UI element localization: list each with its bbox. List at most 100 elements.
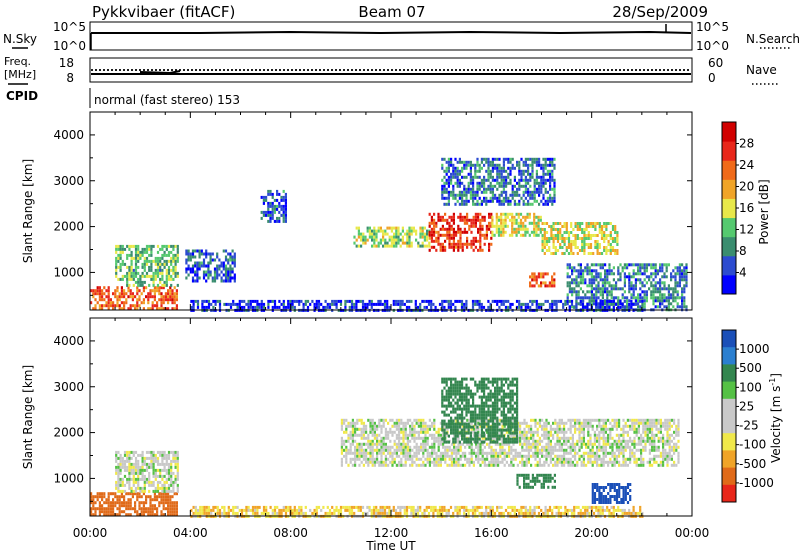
velocity-cell bbox=[138, 495, 141, 499]
power-cell bbox=[192, 299, 195, 303]
power-cell bbox=[105, 304, 108, 308]
velocity-cell bbox=[435, 436, 438, 440]
power-cell bbox=[121, 244, 124, 248]
velocity-cell bbox=[116, 507, 119, 511]
power-cell bbox=[478, 187, 481, 191]
velocity-cell bbox=[358, 433, 361, 437]
power-cell bbox=[262, 201, 265, 205]
velocity-cell bbox=[448, 454, 451, 458]
velocity-cell bbox=[343, 454, 346, 458]
velocity-cell bbox=[118, 504, 121, 508]
power-cell bbox=[628, 284, 631, 288]
power-cell bbox=[465, 202, 468, 206]
power-cell bbox=[590, 269, 593, 273]
power-cell bbox=[130, 265, 133, 269]
power-cell bbox=[105, 295, 108, 299]
power-cell bbox=[561, 225, 564, 228]
power-cell bbox=[468, 227, 471, 231]
power-cell bbox=[488, 248, 491, 252]
velocity-cell bbox=[369, 430, 372, 434]
velocity-cell bbox=[156, 498, 159, 502]
power-cell bbox=[511, 221, 514, 225]
velocity-cell bbox=[415, 442, 418, 446]
velocity-cell bbox=[343, 442, 346, 446]
power-cell bbox=[663, 275, 666, 279]
power-cell bbox=[313, 305, 316, 309]
velocity-cell bbox=[172, 486, 175, 490]
power-cell bbox=[608, 269, 611, 273]
velocity-cell bbox=[354, 448, 357, 452]
power-cell bbox=[601, 305, 604, 309]
power-cell bbox=[434, 305, 437, 309]
velocity-cell bbox=[402, 463, 405, 467]
power-cell bbox=[129, 304, 132, 308]
power-cell bbox=[399, 232, 402, 236]
power-cell bbox=[498, 305, 501, 309]
velocity-cell bbox=[143, 489, 146, 493]
velocity-cell bbox=[109, 510, 112, 514]
velocity-cell bbox=[373, 457, 376, 461]
power-cell bbox=[554, 246, 557, 249]
velocity-cell bbox=[103, 492, 106, 496]
velocity-cell bbox=[131, 492, 134, 496]
velocity-cell bbox=[556, 439, 559, 443]
power-cell bbox=[167, 289, 170, 293]
power-cell bbox=[681, 296, 684, 300]
power-cell bbox=[619, 287, 622, 291]
power-cell bbox=[522, 199, 525, 203]
velocity-cell bbox=[356, 418, 359, 422]
velocity-cell bbox=[415, 448, 418, 452]
power-cell bbox=[433, 227, 436, 231]
power-cell bbox=[174, 262, 177, 266]
power-cell bbox=[200, 249, 203, 253]
velocity-cell bbox=[167, 492, 170, 496]
velocity-cell bbox=[543, 427, 546, 431]
velocity-cell bbox=[534, 421, 537, 425]
velocity-cell bbox=[117, 471, 120, 475]
power-cell bbox=[496, 157, 499, 161]
power-cell bbox=[458, 190, 461, 194]
velocity-cell bbox=[543, 448, 546, 452]
power-cell bbox=[587, 246, 590, 249]
velocity-cell bbox=[459, 457, 462, 461]
velocity-cell bbox=[598, 430, 601, 434]
power-cell bbox=[661, 287, 664, 291]
power-cell bbox=[460, 305, 464, 309]
power-cell bbox=[260, 299, 263, 303]
velocity-cell bbox=[132, 471, 135, 475]
velocity-cell bbox=[169, 513, 172, 517]
power-cell bbox=[511, 190, 514, 194]
velocity-cell bbox=[96, 498, 99, 502]
power-cell bbox=[472, 236, 475, 240]
velocity-cell bbox=[433, 433, 436, 437]
velocity-cell bbox=[406, 454, 409, 458]
power-cell bbox=[399, 299, 402, 303]
velocity-cell bbox=[92, 513, 95, 517]
velocity-cell bbox=[492, 454, 495, 458]
power-cell bbox=[284, 216, 287, 220]
velocity-cell bbox=[148, 477, 151, 481]
velocity-cell bbox=[494, 463, 497, 467]
power-cell bbox=[269, 299, 272, 303]
power-cell bbox=[452, 166, 455, 170]
power-cell bbox=[476, 193, 479, 197]
velocity-cell bbox=[132, 453, 135, 457]
power-cell bbox=[504, 230, 507, 234]
power-cell bbox=[463, 242, 466, 246]
velocity-cell bbox=[126, 456, 129, 460]
power-cell bbox=[185, 261, 188, 265]
velocity-cell bbox=[536, 448, 539, 452]
velocity-cell bbox=[505, 460, 508, 464]
velocity-cell bbox=[123, 501, 126, 505]
power-cell bbox=[267, 207, 270, 211]
power-cell bbox=[397, 238, 400, 242]
velocity-cell bbox=[538, 451, 541, 455]
power-cell bbox=[571, 266, 574, 270]
power-cell bbox=[665, 299, 668, 303]
velocity-cell bbox=[391, 457, 394, 461]
velocity-cell bbox=[563, 460, 566, 464]
velocity-cell bbox=[170, 468, 173, 472]
power-ylabel: Slant Range [km] bbox=[21, 159, 35, 263]
power-cell bbox=[472, 187, 475, 191]
velocity-cell bbox=[170, 462, 173, 466]
